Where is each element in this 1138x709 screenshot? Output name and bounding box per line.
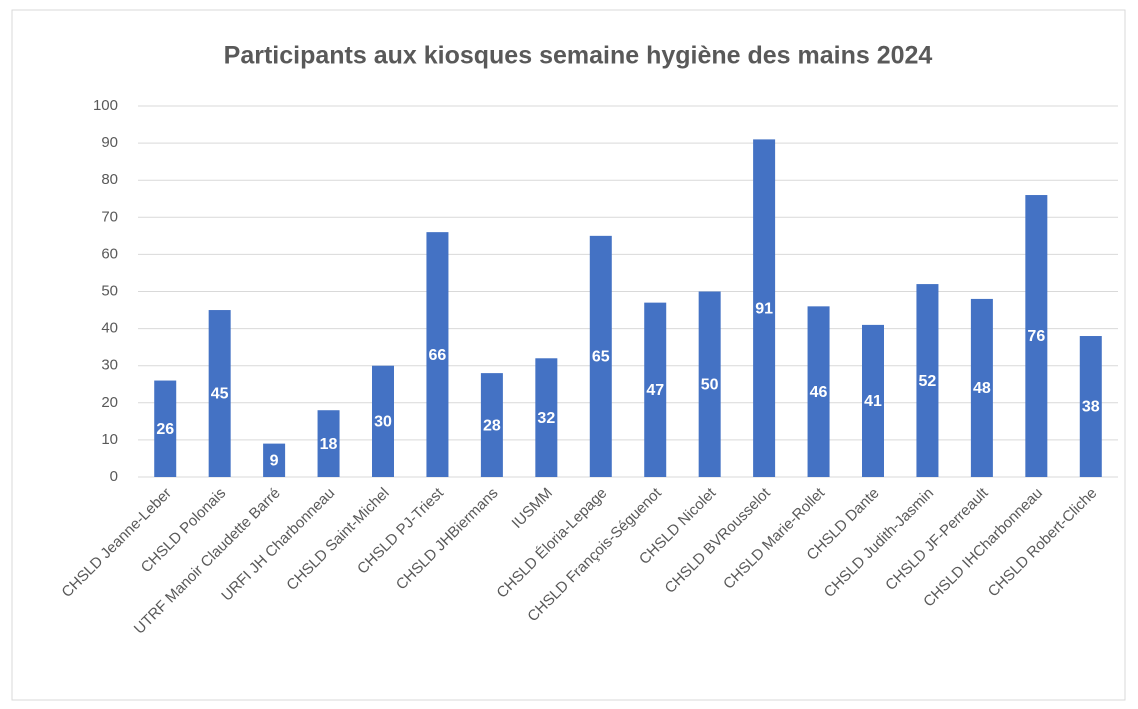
y-tick-label: 10	[101, 431, 118, 448]
value-label: 32	[537, 410, 555, 427]
y-tick-label: 20	[101, 394, 118, 411]
value-label: 38	[1082, 399, 1100, 416]
bar	[1079, 336, 1102, 477]
value-label: 50	[701, 376, 719, 393]
y-tick-label: 60	[101, 245, 118, 262]
y-tick-label: 50	[101, 282, 118, 299]
bar	[426, 232, 449, 477]
bar	[970, 298, 993, 477]
bar	[535, 358, 558, 477]
y-tick-label: 80	[101, 171, 118, 188]
chart-title: Participants aux kiosques semaine hygièn…	[224, 42, 933, 70]
bar	[916, 284, 939, 477]
value-label: 48	[973, 380, 991, 397]
value-label: 91	[755, 300, 773, 317]
bar	[589, 235, 612, 477]
value-label: 76	[1027, 328, 1045, 345]
bar	[807, 306, 830, 477]
bar	[208, 310, 231, 477]
value-label: 28	[483, 417, 501, 434]
y-tick-label: 90	[101, 134, 118, 151]
value-label: 65	[592, 349, 610, 366]
y-tick-label: 40	[101, 320, 118, 337]
bar	[1025, 195, 1048, 478]
value-label: 45	[211, 386, 229, 403]
value-label: 46	[810, 384, 828, 401]
y-tick-label: 30	[101, 357, 118, 374]
value-label: 47	[646, 382, 664, 399]
bar	[480, 373, 503, 477]
value-label: 66	[429, 347, 447, 364]
y-tick-label: 0	[110, 468, 118, 485]
bar	[263, 443, 286, 477]
y-tick-label: 70	[101, 208, 118, 225]
bar	[154, 380, 177, 477]
value-label: 52	[919, 373, 937, 390]
value-label: 18	[320, 436, 338, 453]
bar	[753, 139, 776, 477]
bar	[644, 302, 667, 477]
bar	[862, 324, 884, 477]
value-label: 26	[156, 421, 174, 438]
value-label: 9	[270, 453, 279, 470]
value-label: 41	[864, 393, 882, 410]
chart-border	[11, 9, 1126, 701]
value-label: 30	[374, 414, 392, 431]
y-tick-label: 100	[93, 97, 118, 114]
bar	[317, 410, 340, 477]
bar	[372, 365, 394, 477]
bar	[698, 291, 721, 477]
